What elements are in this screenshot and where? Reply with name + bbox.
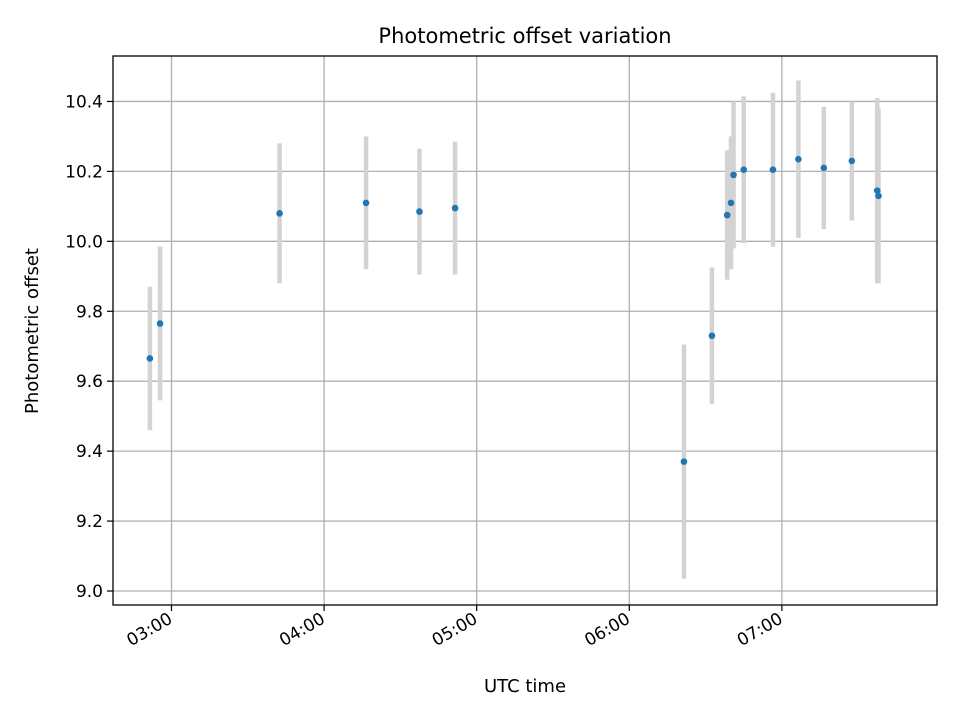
plot-frame xyxy=(112,55,938,606)
data-point xyxy=(276,210,283,217)
data-point xyxy=(769,166,777,173)
y-tick-label: 10.2 xyxy=(65,162,103,182)
data-point xyxy=(362,199,370,207)
data-points xyxy=(146,155,882,465)
data-point xyxy=(740,166,748,173)
data-point xyxy=(727,199,735,207)
data-point xyxy=(730,171,737,179)
data-point xyxy=(451,204,459,212)
y-tick-label: 10.4 xyxy=(65,92,103,112)
x-axis-label: UTC time xyxy=(484,676,566,697)
chart-title: Photometric offset variation xyxy=(378,24,671,48)
data-point xyxy=(708,332,716,340)
y-tick-label: 9.6 xyxy=(76,372,103,392)
data-point xyxy=(680,458,688,465)
data-point xyxy=(875,192,882,200)
data-point xyxy=(873,187,881,194)
data-point xyxy=(146,355,154,362)
y-axis-label: Photometric offset xyxy=(22,248,43,414)
y-tick-label: 9.0 xyxy=(76,582,103,602)
data-point xyxy=(820,164,828,172)
y-axis: 9.0 9.2 9.4 9.6 9.8 10.0 10.2 10.4 xyxy=(65,92,113,602)
data-point xyxy=(795,155,802,163)
data-point xyxy=(848,157,856,165)
data-point xyxy=(416,208,423,215)
data-point xyxy=(156,320,164,327)
y-tick-label: 9.2 xyxy=(76,512,103,532)
y-tick-label: 9.4 xyxy=(76,442,103,462)
y-tick-label: 10.0 xyxy=(65,232,103,252)
data-point xyxy=(723,211,731,219)
y-tick-label: 9.8 xyxy=(76,302,103,322)
